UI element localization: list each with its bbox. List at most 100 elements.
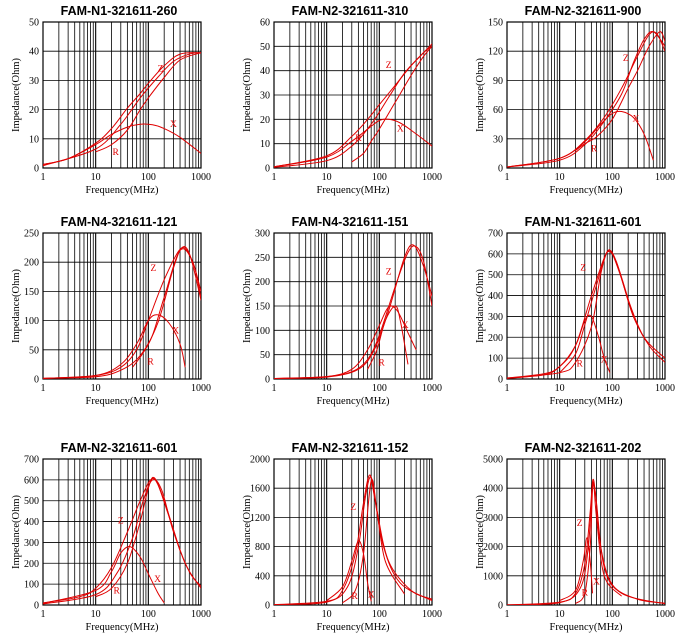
plot-frame: [506, 21, 666, 169]
x-tick-label: 1000: [422, 172, 442, 183]
y-tick-label: 200: [488, 333, 503, 344]
y-tick-label: 2000: [250, 455, 270, 466]
series-group: [43, 52, 201, 167]
series-line-z: [274, 244, 432, 379]
x-axis-label: Frequency(MHz): [317, 185, 390, 196]
series-line-z: [43, 247, 201, 379]
x-tick-label: 100: [605, 383, 620, 394]
y-tick-label: 250: [24, 229, 39, 240]
chart-panel: FAM-N2-321611-202 0 1000 2000 3000 4000 5000 1 1…: [467, 439, 680, 639]
x-tick-label: 1000: [191, 609, 211, 620]
x-tick-label: 10: [322, 609, 332, 620]
x-tick-label: 10: [91, 172, 101, 183]
chart-svg: 0 10 20 30 40 50 1 10 100 1000 Frequency(MHz) Imped…: [11, 18, 211, 197]
series-line-z: [274, 43, 432, 168]
plot-frame: [506, 232, 666, 380]
chart-svg: 0 50 100 150 200 250 300 1 10 100 1000 Frequency(MH…: [242, 229, 442, 408]
x-tick-label: 10: [91, 609, 101, 620]
x-tick-label: 10: [555, 609, 565, 620]
x-tick-label: 1: [272, 172, 277, 183]
series-line-r: [95, 476, 181, 598]
y-tick-label: 0: [265, 375, 270, 386]
y-tick-label: 500: [488, 270, 503, 281]
y-axis-label: Impedance(Ohm): [11, 268, 22, 343]
series-line-z: [274, 476, 432, 605]
series-line-z: [43, 246, 201, 379]
y-tick-label: 5000: [483, 455, 503, 466]
y-tick-label: 120: [488, 47, 503, 58]
y-tick-label: 90: [493, 76, 503, 87]
series-line-x: [43, 545, 165, 604]
y-tick-label: 0: [34, 601, 39, 612]
y-tick-label: 30: [493, 134, 503, 145]
curve-label-x: X: [593, 578, 600, 588]
curve-label-r: R: [351, 592, 358, 602]
x-axis-label: Frequency(MHz): [317, 622, 390, 633]
x-tick-label: 1: [41, 609, 46, 620]
series-group: [43, 476, 201, 605]
y-tick-label: 40: [29, 47, 39, 58]
y-axis-label: Impedance(Ohm): [242, 57, 253, 132]
y-tick-label: 20: [29, 105, 39, 116]
curve-label-z: Z: [580, 264, 586, 274]
y-tick-label: 0: [265, 164, 270, 175]
chart-panel: FAM-N4-321611-151 0 50 100 150 200 250 300 1 10 10…: [234, 213, 466, 413]
y-tick-label: 250: [255, 253, 270, 264]
x-axis-label: Frequency(MHz): [550, 185, 623, 196]
y-axis-label: Impedance(Ohm): [11, 57, 22, 132]
x-tick-label: 1000: [422, 609, 442, 620]
x-tick-label: 10: [91, 383, 101, 394]
curve-label-x: X: [368, 591, 375, 601]
x-tick-label: 1000: [655, 609, 675, 620]
chart-svg: 0 1000 2000 3000 4000 5000 1 10 100 1000 Frequency…: [475, 455, 675, 634]
y-tick-label: 60: [260, 18, 270, 29]
series-line-z: [274, 45, 432, 168]
curve-label-z: Z: [386, 267, 392, 277]
y-tick-label: 600: [488, 249, 503, 260]
chart-title: FAM-N1-321611-260: [60, 4, 178, 18]
x-tick-label: 1000: [655, 172, 675, 183]
series-line-r: [95, 52, 201, 153]
x-tick-label: 100: [372, 383, 387, 394]
y-tick-label: 50: [260, 350, 270, 361]
chart-title: FAM-N1-321611-601: [524, 215, 642, 229]
chart-svg: 0 50 100 150 200 250 1 10 100 1000 Frequency(MHz) I…: [11, 229, 211, 408]
x-tick-label: 1: [505, 383, 510, 394]
curve-label-r: R: [113, 587, 120, 597]
chart-svg: 0 10 20 30 40 50 60 1 10 100 1000 Frequency(MHz) Imp…: [242, 18, 442, 197]
series-line-r: [575, 481, 622, 604]
y-tick-label: 4000: [483, 484, 503, 495]
x-tick-label: 1000: [422, 383, 442, 394]
curve-label-r: R: [577, 359, 584, 369]
x-tick-label: 1000: [191, 383, 211, 394]
series-line-x: [559, 537, 593, 602]
y-tick-label: 400: [488, 291, 503, 302]
y-tick-label: 1000: [483, 571, 503, 582]
y-tick-label: 150: [255, 302, 270, 313]
x-tick-label: 100: [141, 172, 156, 183]
x-tick-label: 1: [272, 609, 277, 620]
series-group: [507, 478, 665, 605]
chart-panel: FAM-N2-321611-601 0 100 200 300 400 500 600 700 1…: [3, 439, 235, 639]
y-axis-label: Impedance(Ohm): [475, 494, 486, 569]
x-axis-label: Frequency(MHz): [86, 185, 159, 196]
series-line-x: [274, 118, 432, 168]
curve-label-r: R: [378, 358, 385, 368]
y-tick-label: 200: [255, 277, 270, 288]
curve-label-x: X: [397, 125, 404, 135]
series-group: [507, 31, 665, 168]
y-tick-label: 0: [498, 601, 503, 612]
x-tick-label: 100: [372, 172, 387, 183]
x-tick-label: 10: [322, 172, 332, 183]
y-tick-label: 150: [24, 287, 39, 298]
x-axis-label: Frequency(MHz): [317, 396, 390, 407]
curve-label-x: X: [632, 114, 639, 124]
chart-title: FAM-N2-321611-900: [524, 4, 642, 18]
x-tick-label: 10: [555, 172, 565, 183]
x-tick-label: 10: [555, 383, 565, 394]
series-group: [274, 43, 432, 168]
x-tick-label: 100: [141, 383, 156, 394]
curve-label-z: Z: [118, 517, 124, 527]
x-axis-label: Frequency(MHz): [550, 396, 623, 407]
series-line-x: [274, 305, 417, 379]
